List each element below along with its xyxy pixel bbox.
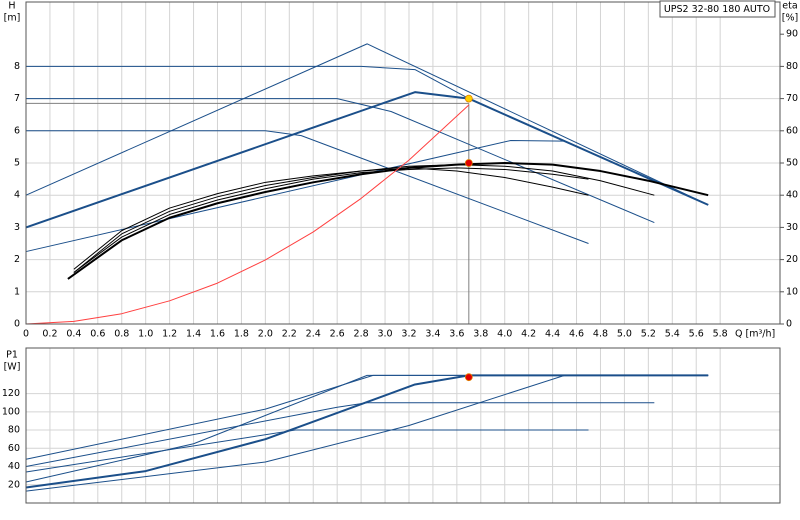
y2-tick-label: 80 bbox=[786, 61, 798, 72]
y-tick-label: 80 bbox=[8, 425, 20, 436]
y-unit: [W] bbox=[4, 362, 21, 373]
y-tick-label: 0 bbox=[14, 319, 20, 330]
x-tick-label: 5.8 bbox=[713, 329, 728, 340]
x-tick-label: 3.4 bbox=[425, 329, 440, 340]
y-tick-label: 5 bbox=[14, 158, 20, 169]
x-tick-label: 4.4 bbox=[545, 329, 560, 340]
x-tick-label: 2.2 bbox=[282, 329, 297, 340]
y-tick-label: 120 bbox=[2, 388, 20, 399]
plot-frame-top bbox=[25, 1, 781, 325]
x-tick-label: 2.6 bbox=[330, 329, 345, 340]
x-tick-label: 5.2 bbox=[641, 329, 656, 340]
x-tick-label: 4.0 bbox=[497, 329, 512, 340]
chart-title: UPS2 32-80 180 AUTO bbox=[664, 4, 770, 15]
y2-tick-label: 20 bbox=[786, 254, 798, 265]
y2-unit: [%] bbox=[782, 13, 798, 24]
x-label: Q [m³/h] bbox=[735, 329, 775, 340]
y-tick-label: 100 bbox=[2, 406, 20, 417]
operating-point bbox=[464, 373, 473, 382]
data-layer bbox=[25, 43, 709, 492]
x-tick-label: 0.2 bbox=[42, 329, 57, 340]
x-tick-label: 1.0 bbox=[138, 329, 153, 340]
x-tick-label: 4.8 bbox=[593, 329, 608, 340]
x-tick-label: 5.6 bbox=[689, 329, 704, 340]
x-tick-label: 2.0 bbox=[258, 329, 273, 340]
x-tick-label: 5.4 bbox=[665, 329, 680, 340]
x-tick-label: 2.4 bbox=[306, 329, 321, 340]
curve bbox=[26, 98, 655, 224]
y-tick-label: 7 bbox=[14, 93, 20, 104]
y-tick-label: 20 bbox=[8, 479, 20, 490]
curve bbox=[26, 130, 589, 244]
y2-tick-label: 90 bbox=[786, 29, 798, 40]
y2-tick-label: 10 bbox=[786, 286, 798, 297]
y-unit: [m] bbox=[4, 13, 21, 24]
curve bbox=[25, 139, 565, 253]
operating-point bbox=[464, 94, 473, 103]
y2-tick-label: 70 bbox=[786, 93, 798, 104]
y2-tick-label: 50 bbox=[786, 158, 798, 169]
plot-frame-bottom bbox=[25, 347, 781, 504]
curve bbox=[25, 374, 709, 489]
operating-point bbox=[464, 159, 473, 167]
grid-layer: 0 0.2 0.4 0.6 0.8 1.0 1.2 1.4 1.6 1.8 2.0 2.2 2.4 2.6… bbox=[2, 2, 798, 503]
x-tick-label: 4.6 bbox=[569, 329, 584, 340]
y2-tick-label: 40 bbox=[786, 190, 798, 201]
curve bbox=[25, 104, 470, 325]
x-tick-label: 2.8 bbox=[354, 329, 369, 340]
x-tick-label: 1.6 bbox=[210, 329, 225, 340]
y-tick-label: 60 bbox=[8, 443, 20, 454]
y-tick-label: 6 bbox=[14, 125, 20, 136]
y-tick-label: 1 bbox=[14, 286, 20, 297]
x-tick-label: 1.8 bbox=[234, 329, 249, 340]
y2-label: eta bbox=[782, 1, 797, 12]
curve bbox=[25, 429, 589, 473]
x-tick-label: 0 bbox=[23, 329, 29, 340]
y2-tick-label: 60 bbox=[786, 125, 798, 136]
x-tick-label: 1.2 bbox=[162, 329, 177, 340]
title-box bbox=[659, 0, 776, 18]
x-tick-label: 4.2 bbox=[521, 329, 536, 340]
y-tick-label: 40 bbox=[8, 461, 20, 472]
x-tick-label: 3.8 bbox=[473, 329, 488, 340]
x-tick-label: 5.0 bbox=[617, 329, 632, 340]
y2-tick-label: 0 bbox=[786, 319, 792, 330]
x-tick-label: 0.6 bbox=[90, 329, 105, 340]
y-tick-label: 4 bbox=[14, 190, 20, 201]
x-tick-label: 3.0 bbox=[377, 329, 392, 340]
curve bbox=[73, 167, 589, 270]
x-tick-label: 3.6 bbox=[449, 329, 464, 340]
curve bbox=[25, 402, 655, 468]
x-tick-label: 1.4 bbox=[186, 329, 201, 340]
y-tick-label: 2 bbox=[14, 254, 20, 265]
x-tick-label: 0.8 bbox=[114, 329, 129, 340]
curve bbox=[73, 167, 589, 273]
x-tick-label: 3.2 bbox=[401, 329, 416, 340]
curve bbox=[25, 43, 709, 206]
y-tick-label: 3 bbox=[14, 222, 20, 233]
x-tick-label: 0.4 bbox=[66, 329, 81, 340]
y-label: P1 bbox=[6, 350, 18, 361]
y2-tick-label: 30 bbox=[786, 222, 798, 233]
curve bbox=[25, 91, 709, 229]
y-tick-label: 8 bbox=[14, 61, 20, 72]
curve bbox=[25, 374, 709, 492]
y-label: H bbox=[8, 1, 15, 12]
